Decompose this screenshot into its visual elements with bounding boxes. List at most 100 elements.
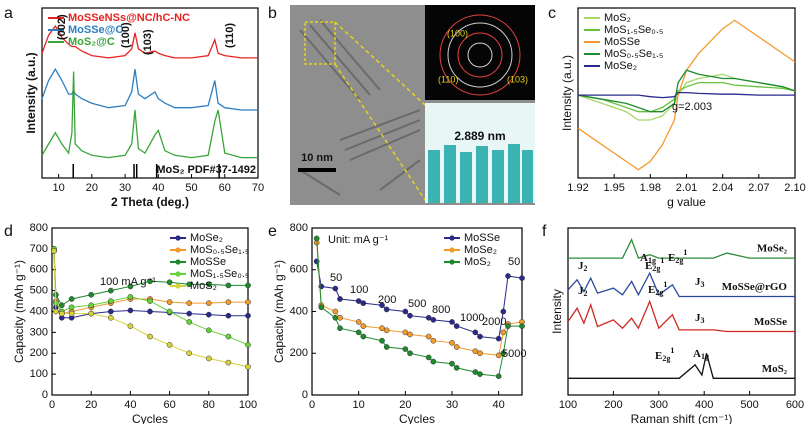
scale-label: 10 nm — [301, 152, 333, 164]
data-point — [495, 335, 502, 342]
ring-label: (103) — [507, 74, 528, 84]
peak-label-main: J — [695, 312, 701, 324]
series-line — [567, 271, 795, 298]
data-point — [519, 275, 525, 281]
x-tick-label: 600 — [786, 399, 804, 411]
legend-label: MoSe₂ — [464, 244, 497, 256]
spacing-label: 2.889 nm — [454, 129, 505, 143]
legend-marker — [449, 235, 455, 241]
plot-frame — [567, 227, 796, 396]
data-point — [166, 299, 173, 305]
x-tick-label: 300 — [650, 399, 668, 411]
data-point — [379, 337, 385, 344]
data-point — [107, 287, 114, 294]
data-point — [402, 346, 409, 352]
legend-label: MoS₂ — [464, 256, 491, 268]
data-point — [519, 323, 525, 329]
legend-label: MoS₂ — [190, 280, 217, 292]
peak-label: E2g1 — [645, 256, 664, 273]
data-point — [402, 329, 409, 336]
profile-bars — [428, 144, 533, 203]
data-point — [360, 333, 367, 340]
series-line — [577, 73, 796, 121]
data-point — [449, 319, 455, 325]
peak-label-sup: 1 — [663, 280, 667, 289]
x-tick-label: 60 — [219, 182, 231, 194]
annotation: 100 — [350, 284, 368, 296]
y-axis-label: Capacity (mAh g⁻¹) — [12, 260, 26, 363]
x-axis-label: Cycles — [132, 412, 168, 424]
series-line — [568, 238, 795, 259]
peak-label-sub: 2g — [652, 264, 660, 273]
y-tick-label: 600 — [30, 264, 48, 276]
annotation: 5000 — [502, 348, 526, 360]
peak-label-main: E — [645, 260, 652, 272]
peak-label-main: A — [640, 252, 648, 264]
legend-label: MoSe₂ — [604, 60, 637, 72]
x-tick-label: 20 — [86, 182, 98, 194]
data-point — [147, 278, 153, 285]
data-point — [379, 325, 385, 332]
peak-label-main: E — [648, 284, 655, 296]
peak-label-sub: 3 — [701, 316, 705, 325]
annotation: (103) — [142, 29, 154, 55]
data-point — [337, 325, 343, 332]
data-point — [477, 350, 483, 357]
series-line — [577, 19, 796, 171]
annotation: (110) — [224, 23, 236, 48]
x-tick-label: 100 — [239, 399, 257, 411]
x-tick-label: 200 — [604, 399, 622, 411]
data-point — [430, 317, 437, 323]
annotation: 500 — [408, 298, 426, 310]
saed-pattern — [425, 5, 535, 100]
data-point — [88, 310, 95, 317]
data-point — [225, 333, 232, 340]
data-point — [245, 342, 251, 348]
peak-label: J3 — [695, 276, 705, 289]
data-point — [449, 339, 455, 346]
data-point — [147, 333, 153, 340]
data-point — [186, 310, 193, 317]
legend-label: MoS₀.₅Se₁.₅ — [604, 48, 663, 60]
data-point — [186, 350, 193, 357]
series-line — [577, 69, 796, 113]
data-point — [127, 294, 134, 300]
peak-label-sup: 1 — [660, 256, 664, 265]
data-point — [500, 350, 507, 357]
data-point — [472, 348, 479, 355]
series-line — [316, 238, 522, 377]
data-point — [205, 281, 212, 288]
x-tick-label: 20 — [85, 399, 97, 411]
data-point — [127, 323, 134, 329]
data-point — [453, 365, 460, 371]
x-tick-label: 1.95 — [603, 182, 624, 194]
data-point — [68, 310, 75, 317]
data-point — [318, 304, 325, 311]
x-tick-label: 2.04 — [712, 182, 733, 194]
data-point — [332, 308, 339, 315]
selection-box — [304, 21, 336, 65]
data-point — [332, 285, 339, 292]
data-point — [355, 319, 362, 325]
data-point — [245, 282, 251, 289]
data-point — [147, 308, 153, 315]
data-point — [166, 279, 173, 286]
data-point — [107, 308, 114, 315]
data-point — [337, 296, 343, 302]
panel-label: d — [4, 223, 13, 240]
data-point — [383, 344, 390, 350]
x-tick-label: 1.92 — [567, 182, 588, 194]
data-point — [407, 331, 413, 338]
peak-label-sub: 1g — [648, 256, 656, 265]
series-label: MoSSe — [754, 316, 787, 328]
data-point — [355, 298, 362, 304]
x-tick-label: 30 — [446, 399, 458, 411]
x-axis-label: 2 Theta (deg.) — [111, 195, 189, 209]
data-point — [407, 312, 413, 319]
y-tick-label: 100 — [30, 368, 48, 380]
annotation: (100) — [120, 22, 132, 48]
data-point — [425, 333, 432, 340]
data-point — [205, 311, 212, 318]
